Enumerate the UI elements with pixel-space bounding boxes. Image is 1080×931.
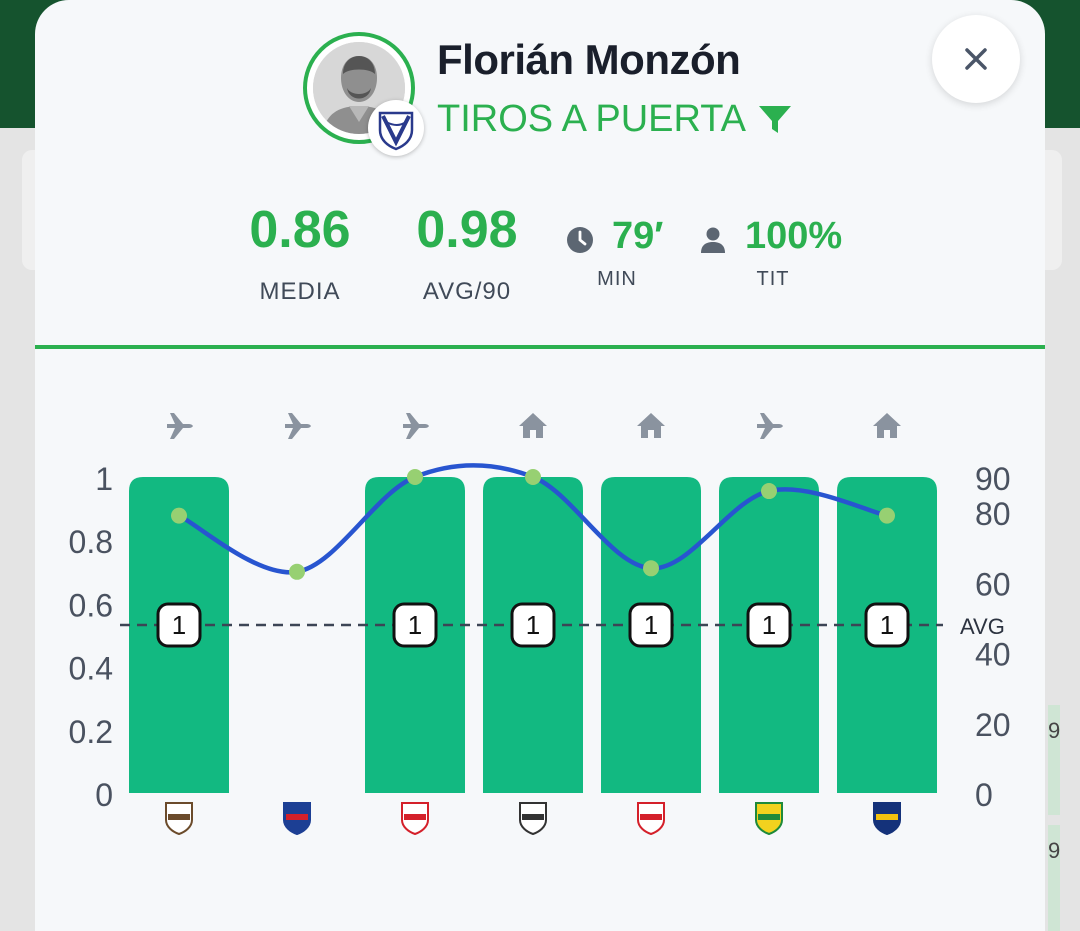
bar-value-badge [746, 602, 792, 648]
left-axis-tick-label: 0.8 [69, 524, 113, 560]
plane-icon [285, 413, 311, 439]
platense-crest-icon [165, 802, 193, 836]
minutes-point [761, 483, 777, 500]
left-axis-tick-label: 0.6 [69, 587, 113, 623]
estudiantes-crest-icon [401, 802, 429, 836]
player-name: Florián Monzón [437, 36, 741, 83]
avg90-value: 0.98 [416, 201, 518, 259]
bar-value-label: 1 [880, 610, 894, 640]
background-row-value: 9 [1048, 718, 1061, 743]
home-icon [873, 413, 901, 438]
clock-icon [567, 227, 593, 253]
section-divider [35, 345, 1045, 349]
bar-value-label: 1 [172, 610, 186, 640]
defensa-y-justicia-crest-icon [755, 802, 783, 836]
close-icon[interactable] [964, 47, 988, 71]
media-value: 0.86 [249, 201, 351, 259]
bar-value-label: 1 [526, 610, 540, 640]
right-axis-tick-label: 40 [975, 637, 1011, 673]
person-icon [701, 227, 725, 253]
bar-value-badge [156, 602, 202, 648]
player-avatar [303, 32, 415, 144]
right-axis-tick-label: 60 [975, 566, 1011, 602]
background-row-value: 9 [1048, 838, 1061, 863]
plane-icon [757, 413, 783, 439]
bar-value-label: 1 [644, 610, 658, 640]
player-silhouette-icon [313, 42, 405, 134]
starter-label: TIT [756, 268, 790, 290]
plane-icon [403, 413, 429, 439]
minutes-point [879, 507, 895, 524]
background-row-stripe [1048, 705, 1060, 815]
starter-value: 100% [745, 215, 843, 257]
home-icon [637, 413, 665, 438]
minutes-point [525, 469, 541, 485]
team-crest-icon [368, 100, 424, 156]
bar-value-badge [864, 602, 910, 648]
right-axis-tick-label: 0 [975, 777, 993, 813]
media-label: MEDIA [259, 278, 341, 305]
home-icon [519, 413, 547, 438]
right-axis-tick-label: 20 [975, 707, 1011, 743]
stat-selector[interactable]: TIROS A PUERTA [437, 98, 792, 141]
stat-title[interactable]: TIROS A PUERTA [437, 98, 747, 140]
player-stat-modal: Florián Monzón TIROS A PUERTA 0.86 MEDIA… [35, 0, 1045, 931]
minutes-value: 79′ [612, 215, 664, 257]
deportivo-riestra-crest-icon [519, 802, 547, 836]
minutes-point [407, 469, 423, 485]
right-axis-tick-label: 80 [975, 496, 1011, 532]
background-row-stripe [1048, 825, 1060, 931]
bar-value-badge [392, 602, 438, 648]
close-button[interactable] [932, 15, 1020, 103]
bar-value-badge [628, 602, 674, 648]
boca-juniors-crest-icon [873, 802, 901, 836]
tigre-crest-icon [283, 802, 311, 836]
avg90-label: AVG/90 [422, 278, 512, 305]
left-axis-tick-label: 0.2 [69, 714, 113, 750]
plane-icon [167, 413, 193, 439]
river-plate-crest-icon [637, 802, 665, 836]
right-axis-tick-label: 90 [975, 461, 1011, 497]
bar-value-label: 1 [408, 610, 422, 640]
left-axis-tick-label: 0 [95, 777, 113, 813]
bar-value-label: 1 [762, 610, 776, 640]
filter-icon[interactable] [758, 105, 792, 135]
minutes-point [643, 560, 659, 577]
left-axis-tick-label: 0.4 [69, 651, 113, 687]
average-line-label: AVG [960, 614, 1005, 639]
left-axis-tick-label: 1 [95, 461, 113, 497]
minutes-label: MIN [597, 268, 637, 290]
minutes-point [289, 563, 305, 580]
minutes-point [171, 507, 187, 524]
bar-value-badge [510, 602, 556, 648]
